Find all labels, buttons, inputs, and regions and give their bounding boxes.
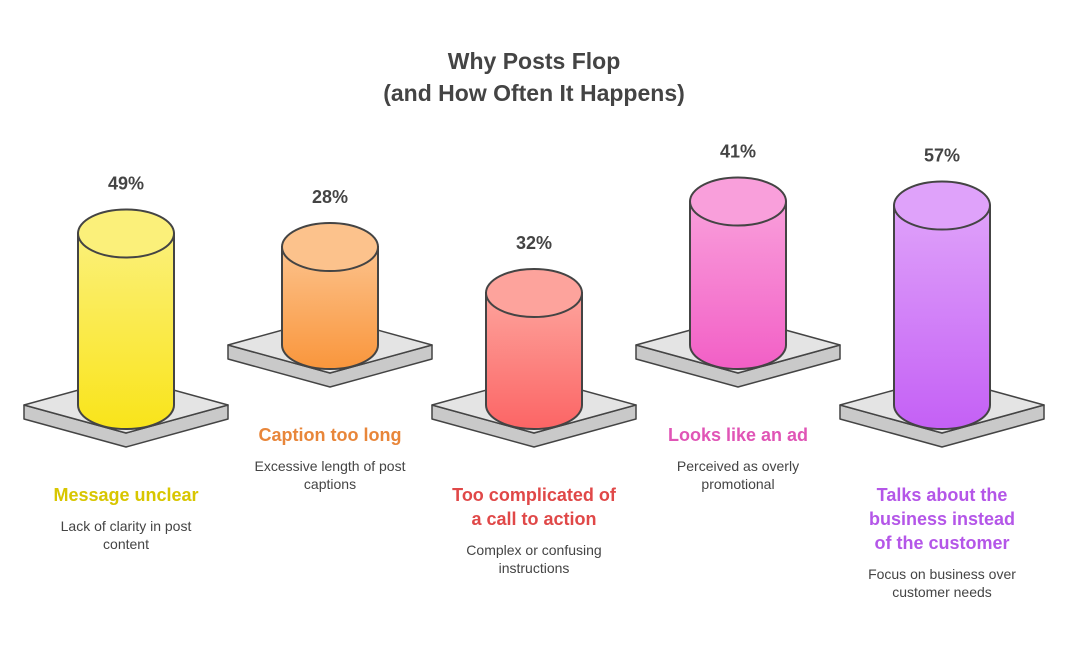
category-label: Looks like an ad — [667, 425, 809, 445]
description: Complex or confusing instructions — [466, 542, 602, 576]
label-block: Too complicated of a call to action Compl… — [444, 483, 624, 577]
cylinder-top — [485, 268, 583, 318]
title: Why Posts Flop — [447, 48, 621, 74]
value-label: 57% — [924, 146, 960, 166]
description: Perceived as overly promotional — [676, 458, 800, 492]
value-label: 41% — [720, 142, 756, 162]
label-block: Message unclear Lack of clarity in post c… — [36, 483, 216, 553]
cylinder-body — [77, 232, 175, 430]
value-label: 32% — [516, 233, 552, 253]
label-block: Talks about the business instead of the … — [852, 483, 1032, 601]
value-label: 49% — [108, 174, 144, 194]
category-label: Caption too long — [258, 425, 402, 445]
cylinder-body — [689, 200, 787, 370]
cylinder-top — [893, 180, 991, 231]
category-label: Talks about the business instead of the … — [868, 485, 1016, 553]
cylinder-body — [893, 204, 991, 430]
category-label: Message unclear — [53, 485, 199, 505]
cylinder-top — [77, 208, 175, 259]
label-block: Looks like an ad Perceived as overly prom… — [648, 423, 828, 493]
description: Lack of clarity in post content — [60, 518, 192, 552]
description: Focus on business over customer needs — [868, 566, 1016, 600]
cylinder-body — [281, 246, 379, 370]
value-label: 28% — [312, 187, 348, 207]
cylinder-top — [281, 222, 379, 272]
category-label: Too complicated of a call to action — [452, 485, 616, 529]
description: Excessive length of post captions — [254, 458, 406, 492]
cylinder-body — [485, 292, 583, 430]
title: (and How Often It Happens) — [383, 80, 685, 106]
label-block: Caption too long Excessive length of post… — [240, 423, 420, 493]
cylinder-top — [689, 176, 787, 227]
